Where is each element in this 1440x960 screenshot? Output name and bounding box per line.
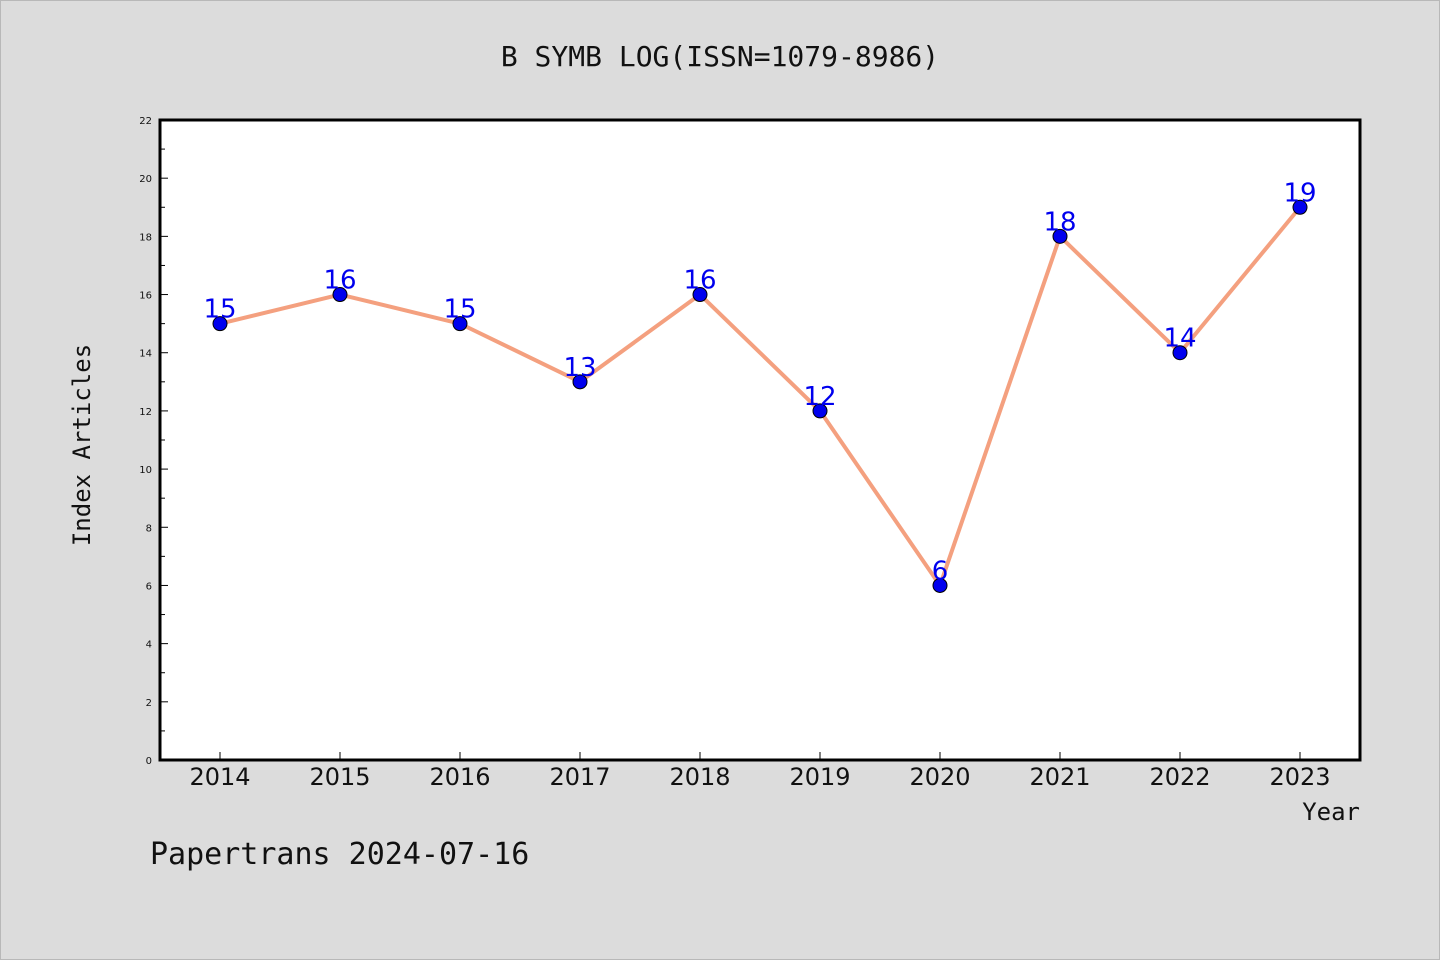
y-tick-label: 4 [146, 640, 152, 651]
data-point [932, 577, 948, 593]
y-tick-label: 8 [146, 523, 152, 534]
x-tick-label: 2014 [189, 763, 250, 791]
x-tick-label: 2016 [429, 763, 490, 791]
footer-text: Papertrans 2024-07-16 [150, 837, 529, 872]
x-tick-label: 2019 [789, 763, 850, 791]
y-tick-label: 12 [139, 407, 152, 418]
y-tick-label: 20 [139, 174, 152, 185]
data-label: 13 [563, 353, 596, 383]
x-tick-label: 2015 [309, 763, 370, 791]
data-point [812, 403, 828, 419]
data-label: 19 [1283, 178, 1316, 208]
y-axis: 0 2 4 6 8 10 12 14 16 18 20 22 [139, 116, 168, 767]
data-point [1052, 228, 1068, 244]
x-tick-label: 2018 [669, 763, 730, 791]
x-tick-label: 2020 [909, 763, 970, 791]
y-axis-label: Index Articles [68, 344, 96, 546]
data-label: 15 [443, 295, 476, 325]
data-label: 16 [683, 266, 716, 296]
data-point [1292, 199, 1308, 215]
series-polyline [219, 205, 1302, 588]
x-tick-label: 2017 [549, 763, 610, 791]
chart-title: B SYMB LOG(ISSN=1079-8986) [501, 40, 939, 73]
data-point [212, 316, 228, 332]
x-axis-label: Year [1302, 798, 1360, 826]
data-label: 12 [803, 382, 836, 412]
plot-area [158, 118, 1362, 762]
data-point [692, 287, 708, 303]
y-tick-label: 18 [139, 232, 152, 243]
y-tick-label: 14 [139, 349, 152, 360]
data-point [332, 287, 348, 303]
data-label: 14 [1163, 324, 1196, 354]
y-tick-label: 0 [146, 756, 152, 767]
data-label: 15 [203, 295, 236, 325]
data-label: 16 [323, 266, 356, 296]
x-tick-label: 2022 [1149, 763, 1210, 791]
x-tick-label: 2021 [1029, 763, 1090, 791]
data-point [452, 316, 468, 332]
y-tick-label: 16 [139, 291, 152, 302]
y-tick-label: 22 [139, 116, 152, 127]
data-point [1172, 345, 1188, 361]
x-tick-label: 2023 [1269, 763, 1330, 791]
data-label: 18 [1043, 207, 1076, 237]
data-labels: 15 16 15 13 16 12 6 18 14 19 [203, 178, 1316, 586]
data-label: 6 [932, 556, 949, 586]
data-point [572, 374, 588, 390]
y-tick-label: 6 [146, 581, 152, 592]
y-tick-label: 2 [146, 698, 152, 709]
y-tick-label: 10 [139, 465, 152, 476]
x-axis: 2014 2015 2016 2017 2018 2019 2020 2021 2022 2023 [189, 752, 1331, 791]
series-line [219, 205, 1302, 588]
data-markers [212, 199, 1308, 593]
